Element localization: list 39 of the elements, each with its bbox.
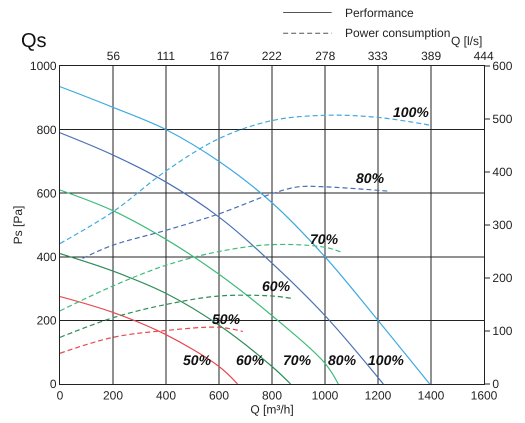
x-tick-label: 1000: [312, 388, 339, 402]
x-tick-label: 800: [262, 388, 282, 402]
y2-tick-label: 600: [492, 59, 513, 74]
text: Performance: [345, 6, 414, 20]
y2-tick-label: 100: [492, 324, 513, 338]
x-tick-label: 600: [208, 388, 230, 402]
y-tick-label: 800: [36, 122, 57, 137]
x2-tick-label: 222: [262, 49, 282, 64]
x2-tick-label: 56: [106, 49, 120, 64]
annotation: 70%: [283, 352, 312, 368]
y2-tick-label: 300: [492, 218, 513, 232]
y-tick-label: 1000: [30, 59, 57, 74]
annotation: 100%: [393, 104, 430, 120]
line-series: [60, 86, 430, 384]
x2-tick-label: 389: [421, 49, 442, 64]
y2-tick-label: 200: [492, 271, 513, 286]
y-axis-title: Ps [Pa]: [11, 206, 26, 244]
y-tick-label: 600: [36, 186, 57, 200]
x2-tick-label: 111: [156, 49, 176, 64]
annotation: 50%: [183, 352, 212, 368]
x-tick-label: 400: [156, 388, 176, 402]
x2-tick-label: 444: [474, 49, 494, 64]
chart-title: Qs: [21, 30, 47, 52]
x-tick-label: 1200: [364, 388, 392, 402]
x-tick-label: 200: [102, 388, 124, 402]
x-axis-title: Q [m³/h]: [250, 402, 294, 416]
annotation: 60%: [236, 352, 265, 368]
x2-tick-label: 167: [209, 49, 230, 64]
text: Power consumption: [345, 26, 450, 40]
y-tick-label: 400: [36, 250, 57, 264]
x2-tick-label: 333: [368, 49, 388, 64]
x2-tick-label: 278: [315, 49, 336, 64]
y-tick-label: 200: [36, 314, 57, 328]
annotation: 80%: [328, 352, 357, 368]
y2-tick-label: 500: [492, 112, 513, 126]
x2-axis-title: Q [l/s]: [451, 34, 482, 48]
x-tick-label: 1400: [418, 388, 445, 402]
y2-tick-label: 400: [492, 165, 513, 180]
y-tick-label: 0: [50, 377, 57, 392]
